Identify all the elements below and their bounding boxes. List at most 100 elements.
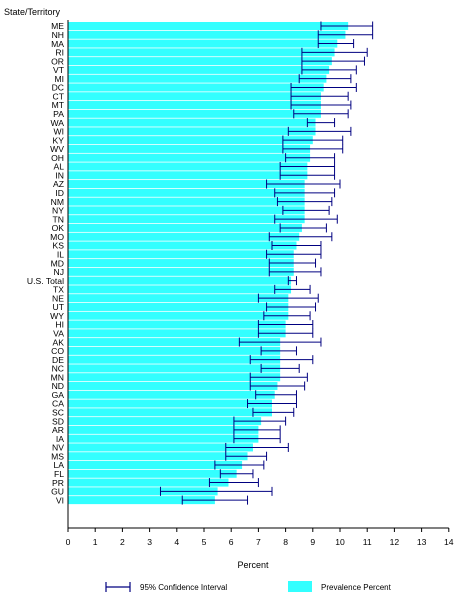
bar-ne — [68, 294, 289, 303]
category-label-pr: PR — [52, 478, 64, 488]
bar-wy — [68, 311, 289, 320]
category-label-mt: MT — [52, 100, 65, 110]
x-tick-label-6: 6 — [229, 537, 234, 547]
category-label-la: LA — [53, 460, 64, 470]
bar-me — [68, 22, 349, 30]
bar-mo — [68, 232, 300, 241]
x-tick-label-14: 14 — [444, 537, 454, 547]
category-label-ia: IA — [56, 434, 64, 444]
category-label-ga: GA — [52, 390, 65, 400]
category-label-nc: NC — [52, 364, 64, 374]
bar-wi — [68, 127, 316, 136]
bar-ks — [68, 241, 297, 250]
bar-de — [68, 355, 281, 364]
category-label-hi: HI — [55, 320, 64, 330]
x-tick-label-4: 4 — [174, 537, 179, 547]
category-label-wy: WY — [50, 311, 64, 321]
category-label-mo: MO — [50, 232, 64, 242]
category-label-sd: SD — [52, 416, 64, 426]
category-label-al: AL — [53, 162, 64, 172]
bar-wv — [68, 144, 311, 153]
category-label-or: OR — [51, 56, 64, 66]
bar-ga — [68, 390, 275, 399]
category-label-ma: MA — [51, 39, 64, 49]
x-tick-label-5: 5 — [202, 537, 207, 547]
category-label-mi: MI — [54, 74, 64, 84]
category-label-de: DE — [52, 355, 64, 365]
x-tick-label-2: 2 — [120, 537, 125, 547]
bar-ky — [68, 136, 313, 145]
x-tick-label-12: 12 — [390, 537, 400, 547]
category-label-ky: KY — [53, 135, 65, 145]
x-axis-group: 0 1 2 3 4 5 6 7 8 9 10 11 12 13 14 — [66, 20, 454, 547]
category-label-ca: CA — [52, 399, 64, 409]
bar-ms — [68, 452, 248, 461]
category-label-gu: GU — [51, 487, 64, 497]
bar-u-s-total — [68, 276, 292, 285]
category-label-nv: NV — [52, 443, 64, 453]
bar-ri — [68, 48, 335, 57]
category-label-u-s-total: U.S. Total — [27, 276, 64, 286]
category-label-wv: WV — [50, 144, 64, 154]
category-label-ks: KS — [53, 241, 65, 251]
x-axis-title: Percent — [237, 560, 269, 570]
bar-il — [68, 250, 294, 259]
bar-or — [68, 57, 332, 66]
category-label-ri: RI — [55, 48, 64, 58]
legend-ci-label: 95% Confidence Interval — [140, 583, 227, 592]
bar-mi — [68, 74, 327, 83]
category-label-dc: DC — [52, 83, 64, 93]
category-label-sc: SC — [52, 408, 64, 418]
x-tick-label-13: 13 — [417, 537, 427, 547]
category-label-id: ID — [55, 188, 64, 198]
category-label-nd: ND — [52, 381, 64, 391]
bar-mn — [68, 373, 281, 382]
bar-in — [68, 171, 308, 180]
x-tick-label-10: 10 — [335, 537, 345, 547]
x-tick-label-3: 3 — [147, 537, 152, 547]
category-label-wi: WI — [54, 127, 65, 137]
category-label-wa: WA — [50, 118, 64, 128]
category-label-co: CO — [51, 346, 64, 356]
category-label-in: IN — [55, 170, 64, 180]
y-axis-title: State/Territory — [4, 7, 61, 17]
category-label-ct: CT — [53, 91, 65, 101]
bar-nj — [68, 267, 294, 276]
x-tick-label-0: 0 — [66, 537, 71, 547]
bar-al — [68, 162, 308, 171]
category-label-nh: NH — [52, 30, 64, 40]
category-label-ne: NE — [52, 293, 64, 303]
category-label-mn: MN — [51, 372, 64, 382]
bar-hi — [68, 320, 286, 329]
bar-dc — [68, 83, 324, 92]
bar-ar — [68, 425, 259, 434]
bar-ut — [68, 302, 289, 311]
category-label-ny: NY — [52, 206, 64, 216]
category-label-pa: PA — [53, 109, 64, 119]
confidence-interval-group — [159, 21, 374, 505]
category-label-tn: TN — [53, 214, 64, 224]
bar-la — [68, 461, 243, 469]
bar-ok — [68, 223, 302, 232]
bar-sc — [68, 408, 272, 417]
bar-mt — [68, 101, 321, 110]
bar-vi — [68, 496, 215, 505]
bar-vt — [68, 65, 330, 74]
bar-nh — [68, 30, 346, 39]
bar-oh — [68, 153, 311, 162]
bar-pr — [68, 478, 229, 487]
x-tick-label-11: 11 — [363, 537, 372, 547]
bar-id — [68, 188, 305, 197]
category-label-ut: UT — [53, 302, 65, 312]
bar-nm — [68, 197, 305, 206]
category-label-ak: AK — [53, 337, 65, 347]
x-tick-label-1: 1 — [93, 537, 98, 547]
bar-co — [68, 346, 281, 355]
category-label-az: AZ — [53, 179, 64, 189]
bar-pa — [68, 109, 321, 118]
category-label-fl: FL — [54, 469, 64, 479]
bars-group — [68, 22, 349, 505]
legend-bar-swatch — [288, 581, 312, 592]
